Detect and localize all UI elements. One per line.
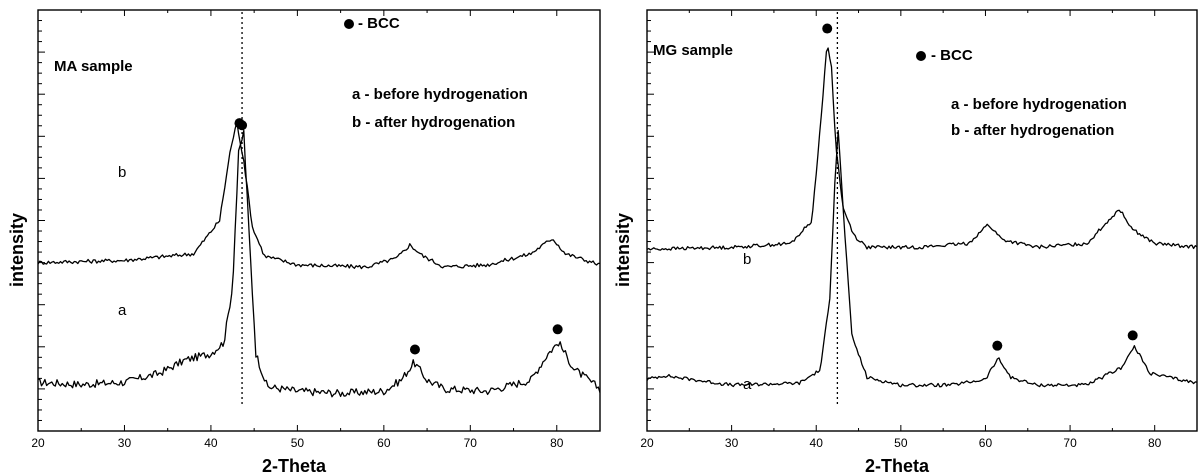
- bcc-peak-marker-a: [409, 344, 420, 355]
- y-ticks-mg: [647, 9, 654, 432]
- bcc-peak-marker-b: [234, 118, 245, 129]
- trace-b-mg: [646, 47, 1198, 251]
- x-tick-label: 50: [894, 436, 908, 450]
- bcc-peak-marker-a: [992, 340, 1003, 351]
- curve-label-b-ma: b: [118, 164, 126, 181]
- legend-bcc-label-mg: - BCC: [931, 47, 973, 64]
- y-ticks-ma: [38, 9, 45, 432]
- legend-bcc-label-ma: - BCC: [358, 15, 400, 32]
- panel-mg: 20 30 40 50 60 70 80 MG sample - BCC a - befor…: [613, 9, 1198, 476]
- trace-a-mg: [646, 129, 1198, 388]
- bcc-peak-marker-a: [1127, 330, 1138, 341]
- x-tick-label: 60: [377, 436, 391, 450]
- legend-bcc-marker-ma: [344, 19, 354, 29]
- x-tick-label: 70: [464, 436, 478, 450]
- x-tick-label: 20: [31, 436, 45, 450]
- x-tick-label: 20: [640, 436, 654, 450]
- x-tick-label: 60: [979, 436, 993, 450]
- legend-entry-b-mg: b - after hydrogenation: [951, 122, 1114, 139]
- y-axis-label-mg: intensity: [613, 213, 633, 287]
- bcc-peak-marker-a: [552, 324, 563, 335]
- x-ticks-ma: 20 30 40 50 60 70 80: [31, 10, 601, 450]
- markers-mg: [822, 23, 1138, 351]
- bcc-peak-marker-b: [822, 23, 833, 34]
- markers-ma: [234, 118, 563, 355]
- x-tick-label: 30: [118, 436, 132, 450]
- curve-label-a-mg: a: [743, 376, 752, 393]
- x-tick-label: 40: [810, 436, 824, 450]
- legend-entry-a-mg: a - before hydrogenation: [951, 96, 1127, 113]
- trace-b-ma: [37, 121, 600, 270]
- legend-bcc-marker-mg: [916, 51, 926, 61]
- curve-label-b-mg: b: [743, 251, 751, 268]
- plot-frame-mg: [646, 9, 1198, 432]
- x-tick-label: 70: [1063, 436, 1077, 450]
- panel-title-mg: MG sample: [653, 42, 733, 59]
- traces-ma: [37, 121, 601, 398]
- trace-a-ma: [37, 129, 601, 398]
- x-axis-label-ma: 2-Theta: [262, 456, 327, 476]
- x-tick-label: 80: [550, 436, 564, 450]
- y-axis-label-ma: intensity: [7, 213, 27, 287]
- traces-mg: [646, 47, 1198, 388]
- legend-entry-a-ma: a - before hydrogenation: [352, 86, 528, 103]
- x-tick-label: 50: [291, 436, 305, 450]
- x-axis-label-mg: 2-Theta: [865, 456, 930, 476]
- x-ticks-mg: 20 30 40 50 60 70 80: [640, 10, 1198, 450]
- x-tick-label: 80: [1148, 436, 1162, 450]
- x-tick-label: 40: [204, 436, 218, 450]
- x-tick-label: 30: [725, 436, 739, 450]
- legend-entry-b-ma: b - after hydrogenation: [352, 114, 515, 131]
- panel-ma: 20 30 40 50 60 70 80 MA sample - BCC a - befor…: [7, 9, 601, 476]
- panel-title-ma: MA sample: [54, 58, 133, 75]
- curve-label-a-ma: a: [118, 302, 127, 319]
